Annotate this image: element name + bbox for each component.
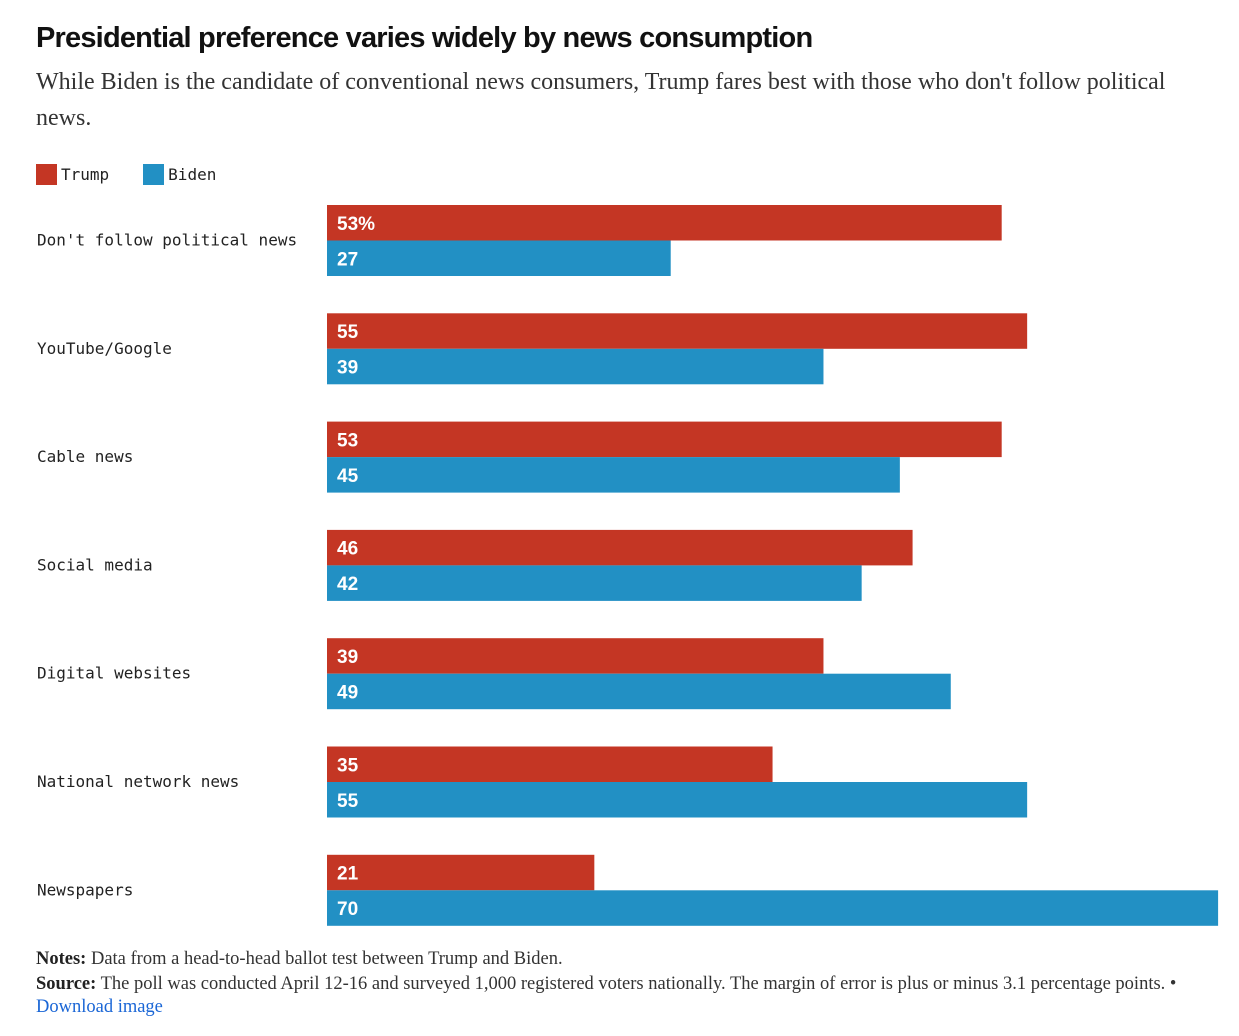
bar-trump-digital-websites <box>327 638 824 674</box>
bar-trump-youtube-google <box>327 313 1028 349</box>
bar-trump-social-media <box>327 529 913 566</box>
bar-label-biden-youtube-google: 39 <box>337 358 358 379</box>
notes-label: Notes: <box>36 949 87 969</box>
legend-label-trump: Trump <box>61 165 110 184</box>
bar-chart: Don't follow political news 53% 27 YouTube/… <box>37 205 1219 926</box>
chart-footer: Notes: Data from a head-to-head ballot t… <box>36 948 1206 1021</box>
bar-biden-digital-websites <box>327 673 951 710</box>
chart-subtitle: While Biden is the candidate of conventi… <box>36 69 1166 131</box>
category-label-national-network-news: National network news <box>37 772 239 791</box>
bar-biden-cable-news <box>327 457 900 493</box>
bar-trump-don-t-follow-political-news <box>327 205 1002 241</box>
download-image-link[interactable]: Download image <box>36 997 163 1017</box>
bar-biden-national-network-news <box>327 782 1028 818</box>
bar-label-trump-youtube-google: 55 <box>337 322 359 343</box>
legend-item-trump: Trump <box>36 164 109 185</box>
bar-label-trump-cable-news: 53 <box>337 430 358 451</box>
legend-label-biden: Biden <box>168 165 217 184</box>
bar-label-trump-national-network-news: 35 <box>337 755 359 776</box>
bar-trump-newspapers <box>327 854 595 891</box>
bar-label-trump-social-media: 46 <box>337 539 358 560</box>
bar-biden-youtube-google <box>327 348 824 385</box>
bar-label-biden-digital-websites: 49 <box>337 682 358 703</box>
category-label-social-media: Social media <box>37 555 153 574</box>
chart-title: Presidential preference varies widely by… <box>36 22 813 54</box>
legend-swatch-biden <box>143 164 165 185</box>
category-label-youtube-google: YouTube/Google <box>37 339 172 358</box>
bar-label-trump-don-t-follow-political-news: 53% <box>337 214 375 235</box>
bar-biden-social-media <box>327 565 862 601</box>
legend-item-biden: Biden <box>143 164 216 185</box>
bar-label-biden-cable-news: 45 <box>337 466 359 487</box>
legend-swatch-trump <box>36 164 57 185</box>
bar-label-biden-newspapers: 70 <box>337 899 358 920</box>
bar-label-biden-social-media: 42 <box>337 574 358 595</box>
source-text: The poll was conducted April 12-16 and s… <box>96 974 1177 994</box>
bar-trump-national-network-news <box>327 746 773 782</box>
bar-biden-don-t-follow-political-news <box>327 240 671 276</box>
category-label-cable-news: Cable news <box>37 447 133 466</box>
bar-label-trump-newspapers: 21 <box>337 864 359 885</box>
notes: Notes: Data from a head-to-head ballot t… <box>36 948 1206 971</box>
legend: Trump Biden <box>36 164 250 185</box>
source: Source: The poll was conducted April 12-… <box>36 973 1206 1019</box>
category-label-newspapers: Newspapers <box>37 880 133 899</box>
bar-label-biden-national-network-news: 55 <box>337 791 359 812</box>
bar-label-trump-digital-websites: 39 <box>337 647 358 668</box>
category-label-digital-websites: Digital websites <box>37 664 191 683</box>
category-label-don-t-follow-political-news: Don't follow political news <box>37 231 297 250</box>
notes-text: Data from a head-to-head ballot test bet… <box>86 949 563 969</box>
bar-label-biden-don-t-follow-political-news: 27 <box>337 249 358 270</box>
bar-biden-newspapers <box>327 890 1219 926</box>
source-label: Source: <box>36 974 97 994</box>
bar-trump-cable-news <box>327 421 1002 458</box>
